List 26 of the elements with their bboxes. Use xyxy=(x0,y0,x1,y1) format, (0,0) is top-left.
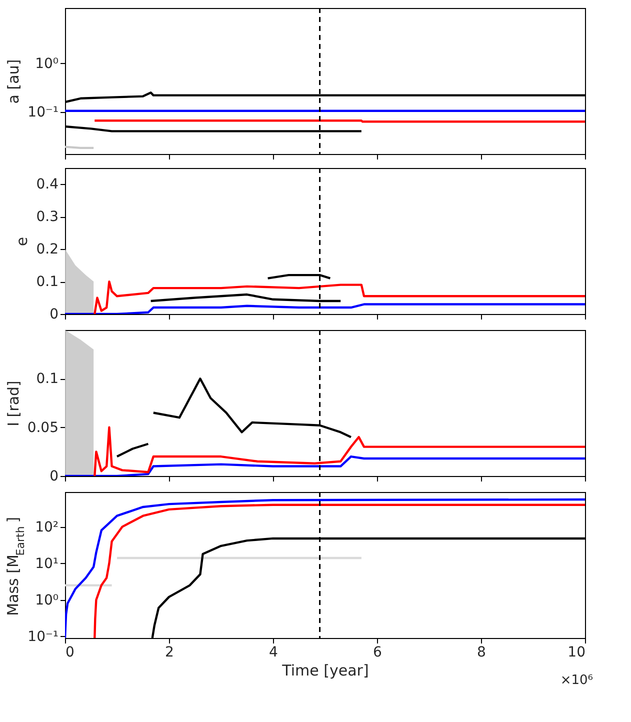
x-tick-label: 0 xyxy=(66,644,74,660)
x-axis-title: Time [year] xyxy=(281,662,369,680)
y-tick-label: 0.05 xyxy=(27,420,58,436)
y-tick-label: 10¹ xyxy=(35,556,58,572)
y-tick-label: 0.3 xyxy=(36,209,58,226)
y-axis-title: I [rad] xyxy=(4,380,22,426)
x-tick-label: 8 xyxy=(477,644,486,660)
y-tick-label: 0.1 xyxy=(36,371,58,388)
y-tick-label: 10⁰ xyxy=(35,592,59,608)
y-tick-label: 10² xyxy=(35,519,58,536)
y-tick-label: 10⁻¹ xyxy=(28,104,58,120)
x-tick-label: 10 xyxy=(568,644,586,660)
x-tick-label: 6 xyxy=(373,644,382,660)
y-tick-label: 0 xyxy=(50,468,58,484)
y-tick-label: 10⁻¹ xyxy=(28,628,58,645)
y-tick-label: 10⁰ xyxy=(35,56,59,72)
y-tick-label: 0.2 xyxy=(36,242,58,258)
x-tick-label: 4 xyxy=(269,644,278,660)
y-tick-label: 0.4 xyxy=(36,176,59,193)
y-tick-label: 0 xyxy=(50,306,58,322)
y-axis-title: Mass [MEarth] xyxy=(4,516,27,616)
text: ×10⁶ xyxy=(560,673,593,688)
x-tick-label: 2 xyxy=(165,644,174,660)
y-axis-title: e xyxy=(13,236,32,246)
y-tick-label: 0.1 xyxy=(36,274,58,290)
y-axis-title: a [au] xyxy=(4,59,23,104)
